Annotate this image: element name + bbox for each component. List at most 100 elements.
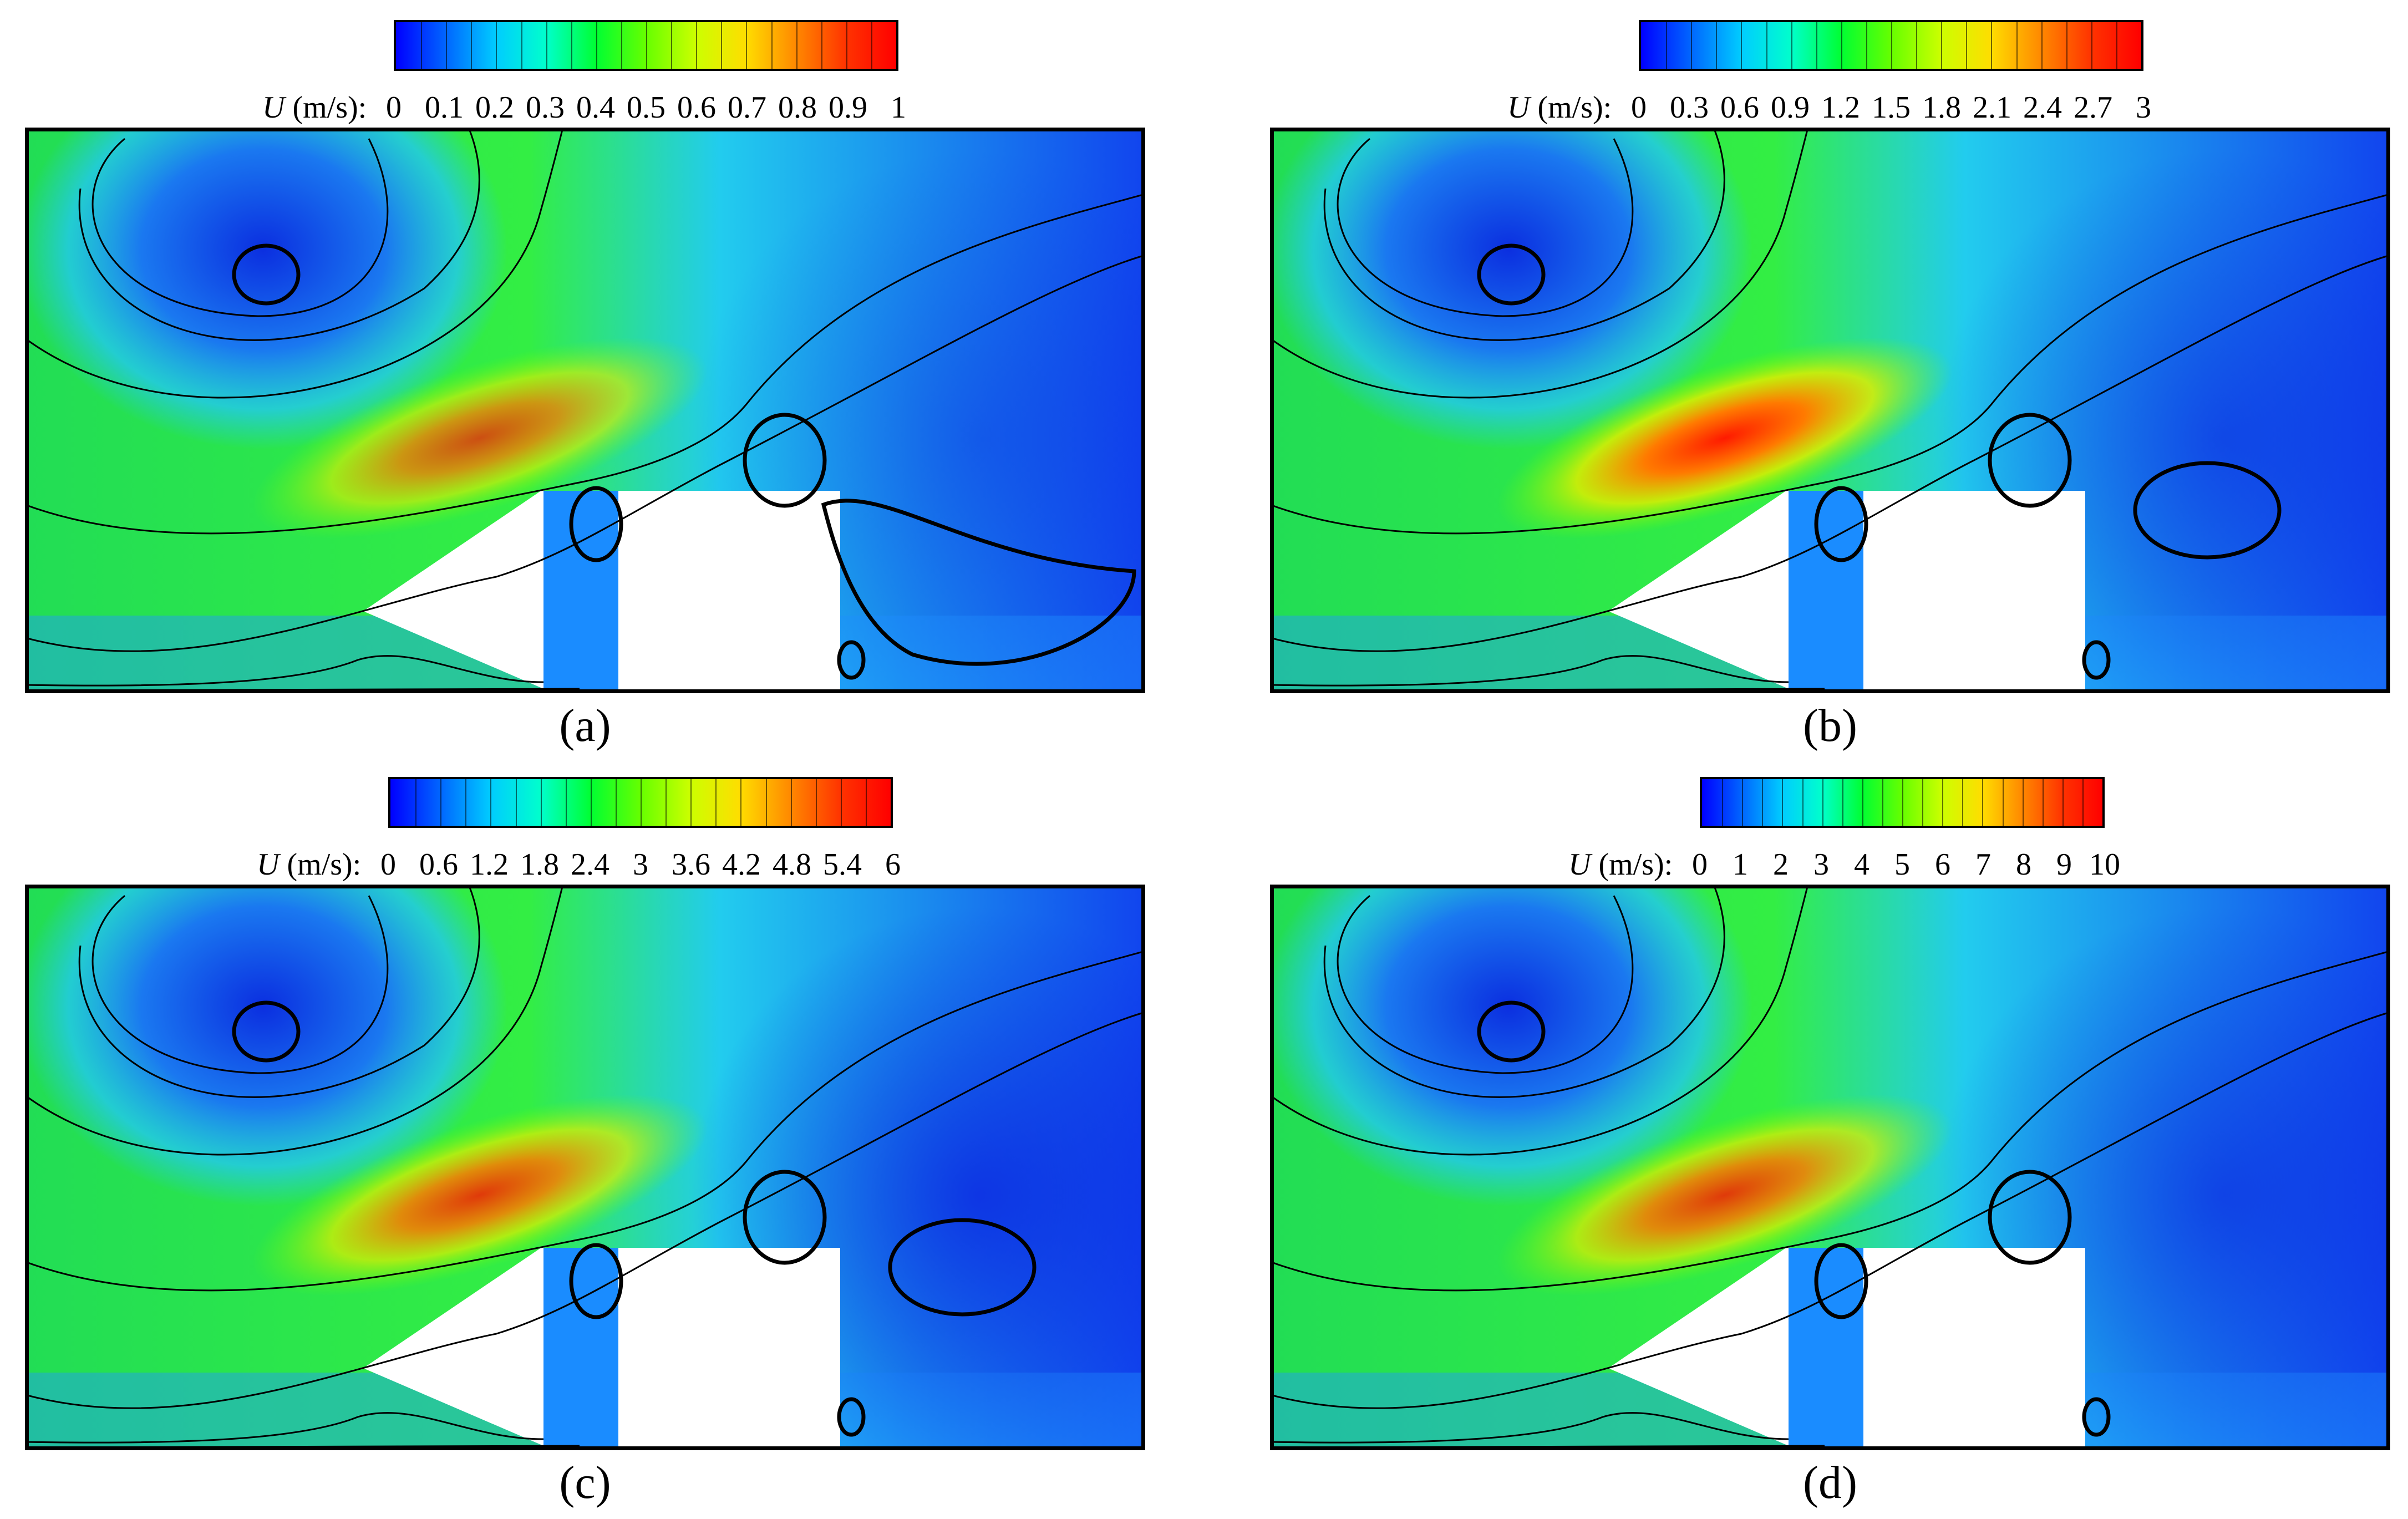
floor-loop [837, 1397, 866, 1437]
colorbar-divider [765, 779, 767, 826]
plot-frame [1270, 128, 2390, 693]
vortex-core-loop [232, 243, 301, 306]
colorbar-a [394, 20, 898, 71]
streamline [1270, 655, 1789, 687]
gap-region [543, 1248, 618, 1450]
colorbar-divider [521, 22, 522, 69]
colorbar-c [388, 777, 893, 828]
colorbar-divider [2022, 779, 2024, 826]
colorbar-tick-label: 0 [380, 847, 396, 882]
colorbar-tick-label: 4.2 [722, 847, 761, 882]
colorbar-tick-label: 2.7 [2074, 90, 2112, 125]
colorbar-divider [1991, 22, 1993, 69]
colorbar-tick-label: 9 [2056, 847, 2072, 882]
colorbar-divider [796, 22, 797, 69]
colorbar-tick-label: 4.8 [773, 847, 811, 882]
floor-loop [2082, 640, 2111, 680]
colorbar-label-d: U (m/s): [1568, 847, 1673, 882]
streamline [78, 885, 480, 1098]
colorbar-divider [515, 779, 517, 826]
square-obstacle [1863, 491, 2085, 693]
colorbar-symbol-b: U [1507, 90, 1530, 125]
colorbar-tick-label: 1.5 [1872, 90, 1911, 125]
colorbar-divider [721, 22, 723, 69]
colorbar-ticks-c: 0 0.6 1.2 1.8 2.4 3 3.6 4.2 4.8 5.4 6 [380, 847, 901, 886]
colorbar-divider [1902, 779, 1903, 826]
recirculation-loops [1477, 243, 2282, 680]
colorbar-divider [421, 22, 423, 69]
jet-region [1497, 337, 1953, 539]
jet-region [252, 337, 708, 539]
colorbar-divider [1666, 22, 1668, 69]
colorbar-divider [2062, 779, 2064, 826]
corner-loop [743, 1170, 827, 1265]
colorbar-tick-label: 1 [1733, 847, 1748, 882]
flow-field-b [1270, 128, 2390, 693]
colorbar-divider [2016, 22, 2018, 69]
colorbar-divider [1791, 22, 1792, 69]
colorbar-divider [415, 779, 417, 826]
recirculation-loops [232, 243, 1136, 680]
streamline [25, 950, 1145, 1292]
gap-region [543, 491, 618, 693]
colorbar-label-a: U (m/s): [262, 90, 367, 125]
vortex-core-loop [1477, 243, 1546, 306]
streamline [1337, 895, 1634, 1074]
colorbar-tick-label: 0.9 [1771, 90, 1810, 125]
colorbar-divider [1866, 22, 1867, 69]
gap-loop [569, 486, 623, 562]
vortex-core-loop [232, 1000, 301, 1063]
panel-c: U (m/s): 0 0.6 1.2 1.8 2.4 3 3.6 4.2 4.8 5.4 6 (c) [25, 768, 1145, 1508]
colorbar-divider [1882, 779, 1883, 826]
colorbar-divider [446, 22, 448, 69]
wake-loop [2133, 461, 2282, 560]
colorbar-tick-label: 0 [386, 90, 402, 125]
colorbar-divider [571, 22, 572, 69]
gap-loop [1814, 1243, 1868, 1319]
streamline [1270, 950, 2390, 1292]
colorbar-divider [1962, 779, 1964, 826]
corner-loop [743, 413, 827, 508]
panel-caption-a: (a) [559, 700, 611, 751]
triangle-obstacle [363, 1246, 543, 1446]
colorbar-divider [846, 22, 847, 69]
streamline [1323, 128, 1725, 341]
colorbar-symbol-d: U [1568, 847, 1591, 882]
colorbar-divider [621, 22, 622, 69]
colorbar-divider [1841, 22, 1842, 69]
colorbar-b [1639, 20, 2143, 71]
streamline [1270, 254, 2390, 652]
colorbar-tick-label: 3 [1813, 847, 1829, 882]
streamline [1270, 128, 1809, 399]
colorbar-tick-label: 4 [1854, 847, 1869, 882]
colorbar-label-b: U (m/s): [1507, 90, 1612, 125]
colorbar-divider [2116, 22, 2117, 69]
colorbar-divider [871, 22, 872, 69]
streamline [1270, 193, 2390, 535]
colorbar-divider [746, 22, 748, 69]
colorbar-tick-label: 0 [1631, 90, 1647, 125]
colorbar-divider [1862, 779, 1863, 826]
colorbar-divider [2091, 22, 2092, 69]
colorbar-divider [646, 22, 647, 69]
colorbar-divider [771, 22, 773, 69]
colorbar-divider [1691, 22, 1693, 69]
colorbar-label-c: U (m/s): [257, 847, 361, 882]
streamline [25, 885, 564, 1156]
colorbar-divider [1982, 779, 1984, 826]
colorbar-divider [540, 779, 542, 826]
colorbar-divider [2066, 22, 2067, 69]
wake-loop [821, 499, 1136, 666]
colorbar-tick-label: 0.6 [419, 847, 458, 882]
colorbar-tick-label: 0 [1692, 847, 1708, 882]
colorbar-tick-label: 6 [1935, 847, 1950, 882]
streamline [25, 254, 1145, 652]
recirculation-loops [232, 1000, 1037, 1437]
streamline [78, 128, 480, 341]
colorbar-tick-label: 0.4 [576, 90, 615, 125]
streamline [1323, 885, 1725, 1098]
streamline [1270, 1412, 1789, 1444]
colorbar-divider [641, 779, 642, 826]
colorbar-divider [1942, 779, 1944, 826]
colorbar-divider [2002, 779, 2004, 826]
